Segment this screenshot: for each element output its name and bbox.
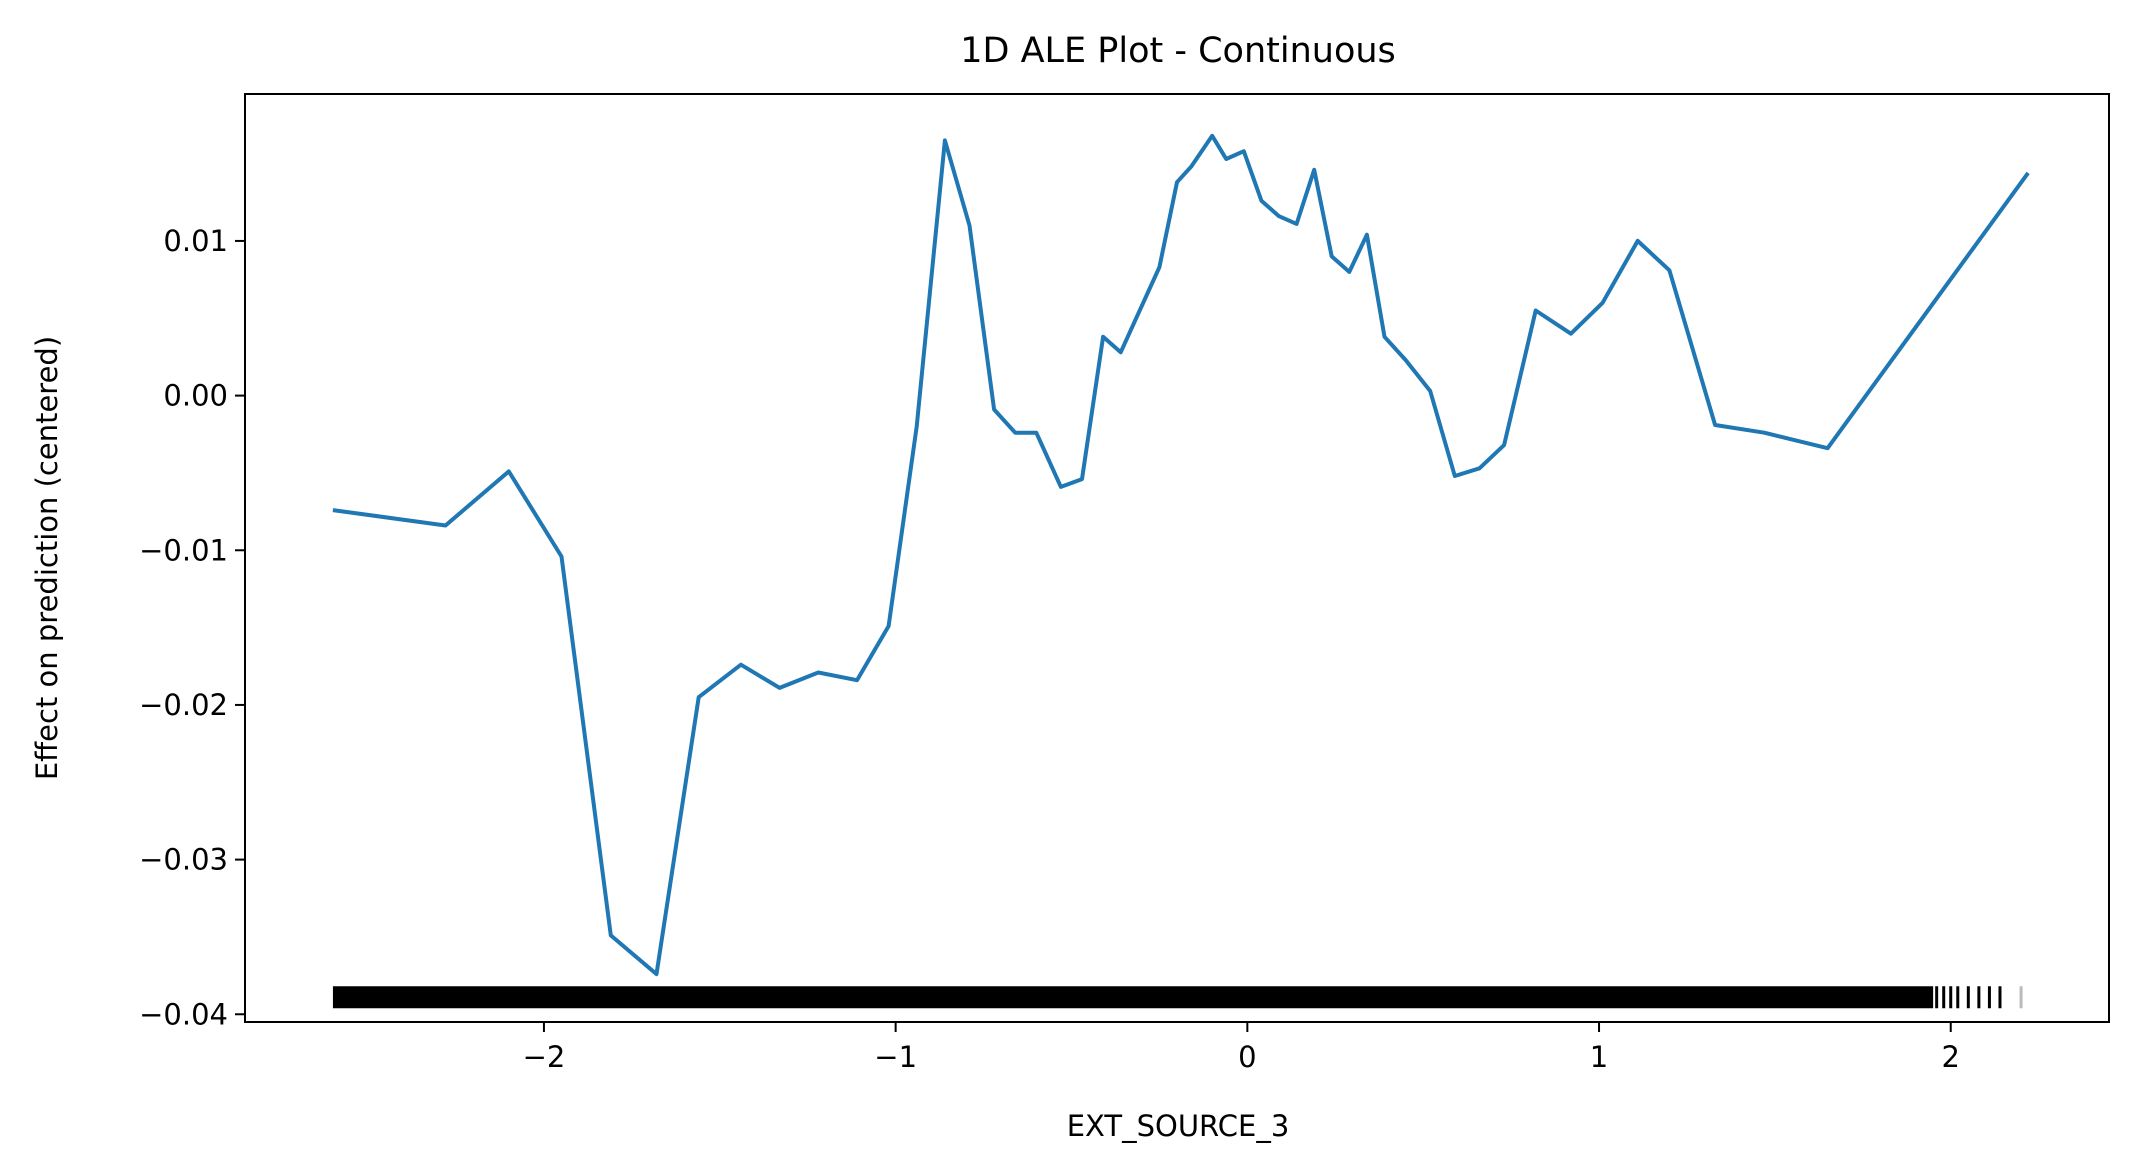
x-tick-label: 2 — [1942, 1040, 1960, 1074]
x-axis: −2 −1 0 1 2 — [523, 1022, 1960, 1074]
rug-plot — [332, 986, 2023, 1009]
x-tick-label: −1 — [874, 1040, 917, 1074]
x-axis-label: EXT_SOURCE_3 — [1067, 1109, 1290, 1143]
chart-title: 1D ALE Plot - Continuous — [960, 31, 1396, 71]
y-tick-label: −0.03 — [139, 843, 228, 877]
y-axis-label: Effect on prediction (centered) — [30, 336, 64, 780]
y-tick-label: −0.04 — [139, 997, 228, 1031]
series-layer — [332, 133, 2030, 977]
ale-line — [332, 133, 2030, 977]
y-tick-label: −0.02 — [139, 688, 228, 722]
x-tick-label: −2 — [523, 1040, 566, 1074]
y-tick-label: 0.01 — [163, 224, 228, 258]
x-tick-label: 1 — [1590, 1040, 1608, 1074]
y-axis: 0.01 0.00 −0.01 −0.02 −0.03 −0.04 — [139, 224, 245, 1031]
plot-frame — [244, 93, 2110, 1023]
y-tick-label: −0.01 — [139, 533, 228, 567]
y-tick-label: 0.00 — [163, 379, 228, 413]
x-tick-label: 0 — [1238, 1040, 1256, 1074]
rug-band — [332, 986, 1934, 1009]
